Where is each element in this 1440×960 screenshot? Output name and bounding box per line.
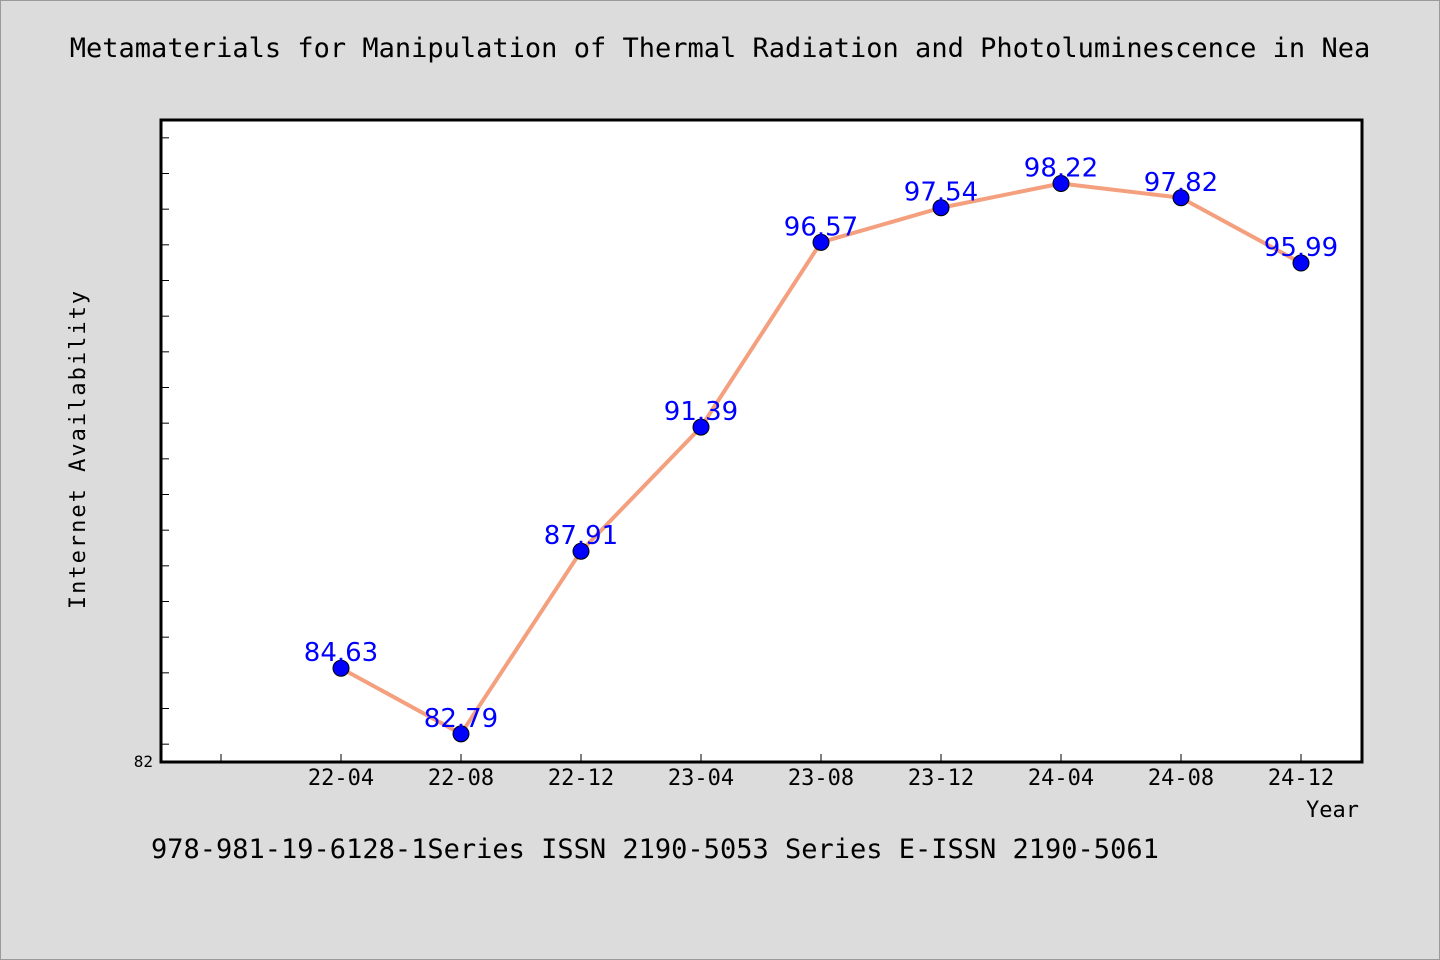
data-point-4 [812,233,830,251]
data-point-3 [692,418,710,436]
y-axis-title: Internet Availability [66,289,91,609]
x-tick-label-2: 22-12 [548,766,614,791]
data-point-2 [572,542,590,560]
x-tick-label-3: 23-04 [668,766,734,791]
x-tick-label-8: 24-12 [1268,766,1334,791]
x-tick-label-6: 24-04 [1028,766,1094,791]
series-group: 84.63 82.79 87.91 91.39 96.57 97.54 98.22 97.82… [304,153,1338,743]
x-tick-label-1: 22-08 [428,766,494,791]
data-point-6 [1052,174,1070,192]
data-label-4: 96.57 [784,212,858,242]
data-label-5: 97.54 [904,178,978,208]
chart-title: Metamaterials for Manipulation of Therma… [69,33,1371,64]
y-axis-ticks [161,137,169,745]
data-label-0: 84.63 [304,638,378,668]
data-point-8 [1292,254,1310,272]
data-point-0 [332,659,350,677]
data-point-7 [1172,189,1190,207]
x-axis-title: Year [1306,798,1359,823]
plot-area [159,118,1364,764]
x-tick-label-0: 22-04 [308,766,374,791]
data-point-1 [452,725,470,743]
data-point-5 [932,199,950,217]
data-label-8: 95.99 [1264,233,1338,263]
data-label-2: 87.91 [544,521,618,551]
x-tick-label-5: 23-12 [908,766,974,791]
data-label-7: 97.82 [1144,168,1218,198]
data-label-3: 91.39 [664,397,738,427]
y-tick-label-min: 82 [134,752,153,771]
data-label-6: 98.22 [1024,153,1098,183]
footer-isbn: 978-981-19-6128-1Series ISSN 2190-5053 S… [151,834,1159,865]
x-axis-ticks: 22-04 22-08 22-12 23-04 23-08 23-12 24-04 24-08… [220,754,1334,791]
x-tick-label-7: 24-08 [1148,766,1214,791]
data-label-1: 82.79 [424,704,498,734]
x-tick-label-4: 23-08 [788,766,854,791]
